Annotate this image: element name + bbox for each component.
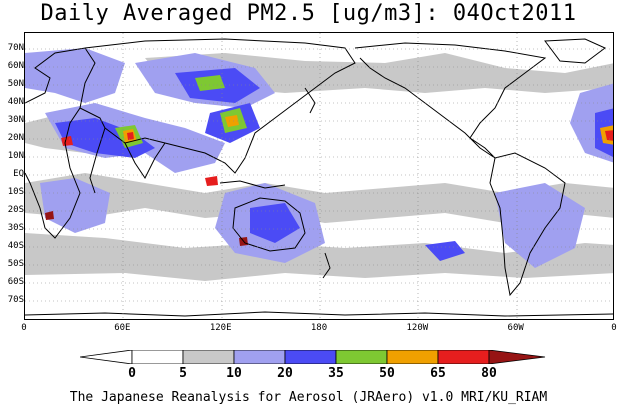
colorbar-label: 0 [128, 366, 136, 381]
colorbar-label: 20 [277, 366, 293, 381]
coastline-greenland [544, 38, 606, 64]
colorbar-arrow-right [488, 350, 546, 364]
longitude-label: 0 [611, 323, 617, 333]
latitude-label: 30S [7, 223, 24, 233]
latitude-label: 30N [7, 115, 24, 125]
map-canvas [25, 33, 613, 319]
coastline-nz [322, 252, 331, 279]
coastline-antarctica [25, 311, 613, 317]
coastline-australia [232, 197, 306, 252]
colorbar-bin [131, 350, 184, 364]
latitude-label: EQ [13, 169, 24, 179]
colorbar-label: 10 [226, 366, 242, 381]
field-red [127, 132, 134, 140]
coastline-japan [304, 87, 316, 114]
colorbar-label: 50 [379, 366, 395, 381]
latitude-label: 70S [7, 295, 24, 305]
latitude-label: 40S [7, 241, 24, 251]
longitude-label: 60E [114, 323, 131, 333]
field-red [205, 176, 218, 186]
latitude-label: 50S [7, 259, 24, 269]
latitude-label: 20N [7, 133, 24, 143]
pm25-field-layer [25, 48, 613, 281]
coastline-asia [84, 38, 356, 174]
latitude-label: 50N [7, 79, 24, 89]
latitude-label: 70N [7, 43, 24, 53]
colorbar [80, 350, 546, 364]
longitude-label: 0 [21, 323, 27, 333]
coastline-layer [25, 38, 613, 317]
field-red [61, 136, 73, 146]
latitude-label: 60N [7, 61, 24, 71]
colorbar-bin [437, 350, 490, 364]
longitude-label: 120W [406, 323, 429, 333]
longitude-label: 120E [209, 323, 232, 333]
colorbar-label: 35 [328, 366, 344, 381]
colorbar-label: 5 [179, 366, 187, 381]
field-blue [425, 241, 465, 261]
field-red [605, 130, 613, 141]
coastline-north-america [354, 42, 547, 159]
field-orange [225, 115, 239, 127]
latitude-label: 60S [7, 277, 24, 287]
footer-credit: The Japanese Reanalysis for Aerosol (JRA… [69, 390, 548, 405]
colorbar-bin [335, 350, 388, 364]
colorbar-bin [386, 350, 439, 364]
latitude-label: 20S [7, 205, 24, 215]
coastline-south-america [489, 152, 566, 297]
coastline-africa-east [79, 107, 106, 194]
coastline-india [124, 142, 166, 179]
field-blue [250, 203, 300, 243]
colorbar-bin [284, 350, 337, 364]
graticule [25, 33, 613, 319]
coastline-africa [25, 47, 96, 239]
colorbar-bin [233, 350, 286, 364]
longitude-label: 180 [310, 323, 328, 333]
map-title: Daily Averaged PM2.5 [ug/m3]: 04Oct2011 [40, 1, 577, 26]
pm25-map [24, 32, 614, 320]
field-band-gray [25, 233, 613, 281]
latitude-label: 10N [7, 151, 24, 161]
longitude-label: 60W [507, 323, 524, 333]
latitude-label: 10S [7, 187, 24, 197]
field-darkred [45, 211, 54, 220]
field-green [195, 75, 225, 91]
field-lightblue [25, 48, 125, 103]
colorbar-arrow-left [80, 350, 133, 364]
field-blue [55, 118, 155, 158]
colorbar-label: 80 [481, 366, 497, 381]
latitude-label: 40N [7, 97, 24, 107]
field-band-gray [25, 173, 613, 223]
colorbar-label: 65 [430, 366, 446, 381]
coastline-indonesia [219, 180, 286, 189]
colorbar-bin [182, 350, 235, 364]
